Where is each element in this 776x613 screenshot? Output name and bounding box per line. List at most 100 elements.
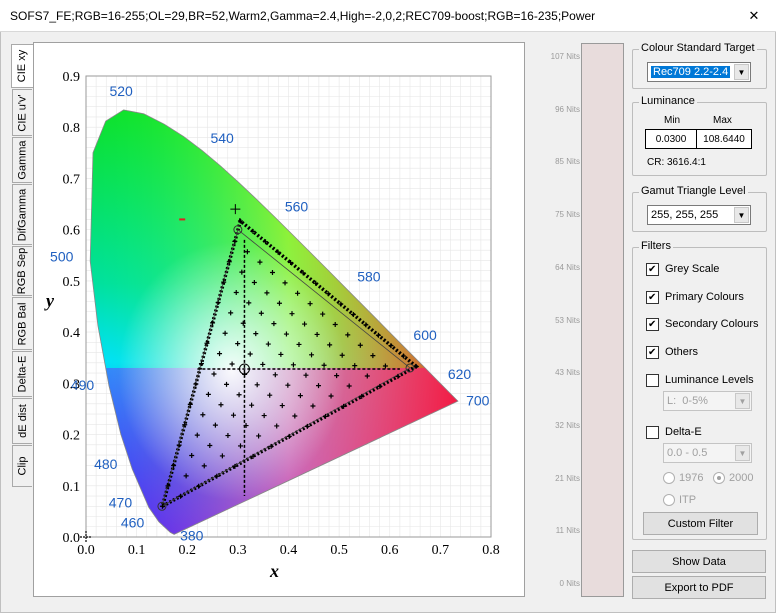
measurement-point xyxy=(307,301,313,307)
tab-difgamma[interactable]: DifGamma xyxy=(12,184,32,245)
chevron-down-icon[interactable]: ▼ xyxy=(734,207,749,223)
measurement-point xyxy=(253,331,259,337)
show-data-button[interactable]: Show Data xyxy=(632,550,766,573)
measurement-point xyxy=(229,361,235,367)
measurement-point xyxy=(219,453,225,459)
checkbox-icon[interactable] xyxy=(646,290,659,304)
grey-scale-checkbox[interactable]: Grey Scale xyxy=(646,261,719,277)
measurement-point xyxy=(257,259,263,265)
measurement-point xyxy=(176,442,182,448)
gamut-level-legend: Gamut Triangle Level xyxy=(639,185,748,197)
colour-standard-value: Rec709 2.2-2.4 xyxy=(651,66,731,78)
measurement-point xyxy=(286,433,292,439)
measurement-point xyxy=(236,392,242,398)
close-icon[interactable]: ✕ xyxy=(748,8,760,23)
y-tick-label: 0.2 xyxy=(63,429,81,444)
delta-e-select[interactable]: 0.0 - 0.5 ▼ xyxy=(663,443,752,463)
checkbox-icon[interactable] xyxy=(646,373,659,387)
measurement-point xyxy=(217,351,223,357)
measurement-point xyxy=(401,353,407,359)
measurement-point xyxy=(254,382,260,388)
y-tick-label: 0.9 xyxy=(63,70,81,85)
measurement-point xyxy=(321,362,327,368)
measurement-point xyxy=(226,259,232,265)
measurement-point xyxy=(250,228,256,234)
measurement-point xyxy=(314,331,320,337)
wavelength-label-560: 560 xyxy=(285,198,309,214)
luminance-levels-checkbox[interactable]: Luminance Levels xyxy=(646,372,754,388)
measurement-point xyxy=(388,343,394,349)
tab-gamma[interactable]: Gamma xyxy=(12,137,32,183)
plot-frame xyxy=(85,75,492,538)
checkbox-icon[interactable] xyxy=(646,425,659,439)
cie-chart-svg: 380460470480490500520540560580600620700 … xyxy=(44,70,500,581)
tab-cie-xy[interactable]: CIE xy xyxy=(11,44,33,88)
target-primary-marker xyxy=(157,501,167,511)
measurement-point xyxy=(338,301,344,307)
y-axis-label: y xyxy=(44,291,55,311)
radio-1976-label: 1976 xyxy=(679,472,704,484)
y-tick-label: 0.1 xyxy=(63,480,81,495)
tab-de-dist[interactable]: dE dist xyxy=(12,398,32,444)
measurement-point xyxy=(302,321,308,327)
chevron-down-icon[interactable]: ▼ xyxy=(735,393,750,409)
tab-label: CIE u'v' xyxy=(16,93,29,132)
gamut-level-select[interactable]: 255, 255, 255 ▼ xyxy=(647,205,751,225)
radio-itp[interactable]: ITP xyxy=(663,494,696,506)
measurement-point xyxy=(228,310,234,316)
checkbox-icon[interactable] xyxy=(646,317,659,331)
others-checkbox[interactable]: Others xyxy=(646,344,698,360)
tab-rgb-bal[interactable]: RGB Bal xyxy=(12,297,32,350)
radio-icon[interactable] xyxy=(663,472,675,484)
measurement-point xyxy=(357,342,363,348)
luminance-levels-select[interactable]: L: 0-5% ▼ xyxy=(663,391,752,411)
secondary-colours-checkbox[interactable]: Secondary Colours xyxy=(646,316,759,332)
measurement-point xyxy=(283,331,289,337)
tab-rgb-sep[interactable]: RGB Sep xyxy=(12,246,32,296)
wavelength-label-480: 480 xyxy=(94,456,118,472)
tab-delta-e[interactable]: Delta-E xyxy=(12,351,32,397)
chart-axes: 0.0 0.1 0.2 0.3 0.4 0.5 0.6 0.7 0.8 0.0 0.1 0.2 0.3 0… xyxy=(44,70,500,581)
primary-colours-checkbox[interactable]: Primary Colours xyxy=(646,289,744,305)
radio-icon[interactable] xyxy=(713,472,725,484)
measurement-point xyxy=(282,280,288,286)
export-pdf-button[interactable]: Export to PDF xyxy=(632,576,766,599)
colour-standard-select[interactable]: Rec709 2.2-2.4 ▼ xyxy=(647,62,751,82)
tab-cie-u-v[interactable]: CIE u'v' xyxy=(12,89,32,136)
measurement-point xyxy=(235,341,241,347)
others-label: Others xyxy=(665,346,699,358)
checkbox-icon[interactable] xyxy=(646,262,659,276)
measurement-point xyxy=(327,342,333,348)
measurement-point xyxy=(210,320,216,326)
measurement-point xyxy=(265,341,271,347)
luminance-levels-label: Luminance Levels xyxy=(665,374,754,386)
radio-2000[interactable]: 2000 xyxy=(713,472,753,484)
custom-filter-button[interactable]: Custom Filter xyxy=(643,512,758,535)
measurement-point xyxy=(328,393,334,399)
chevron-down-icon[interactable]: ▼ xyxy=(735,445,750,461)
luminance-max-label: Max xyxy=(713,115,732,126)
radio-icon[interactable] xyxy=(663,494,675,506)
measurement-point xyxy=(290,362,296,368)
measurement-point xyxy=(363,322,369,328)
crosshair-marker xyxy=(230,204,241,215)
tab-clip[interactable]: Clip xyxy=(12,445,32,487)
y-tick-label: 0.5 xyxy=(63,275,81,290)
delta-e-checkbox[interactable]: Delta-E xyxy=(646,424,702,440)
measurement-point xyxy=(200,412,206,418)
measurement-point xyxy=(364,373,370,379)
checkbox-icon[interactable] xyxy=(646,345,659,359)
chevron-down-icon[interactable]: ▼ xyxy=(734,64,749,80)
x-tick-label: 0.4 xyxy=(280,543,298,558)
measurement-point xyxy=(239,269,245,275)
measurement-point xyxy=(187,401,193,407)
measurement-point xyxy=(320,311,326,317)
measurement-point xyxy=(304,423,310,429)
luminance-bar xyxy=(581,43,624,597)
filters-group: Filters Grey Scale Primary Colours Secon… xyxy=(632,240,767,540)
measurement-point xyxy=(231,412,236,418)
wavelength-label-520: 520 xyxy=(109,83,133,99)
measurement-point xyxy=(211,371,217,377)
radio-1976[interactable]: 1976 xyxy=(663,472,703,484)
measurement-point xyxy=(240,320,246,326)
